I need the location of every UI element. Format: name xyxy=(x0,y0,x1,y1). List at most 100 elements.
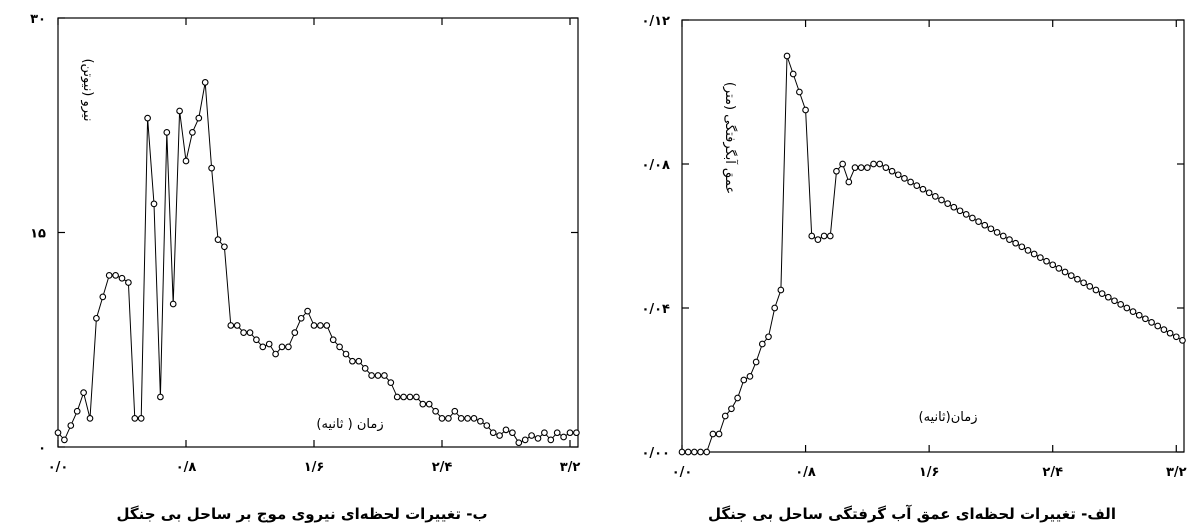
data-point xyxy=(374,372,382,379)
data-point xyxy=(99,293,107,301)
data-point xyxy=(342,350,350,358)
x-tick-label: ۳/۲ xyxy=(560,460,581,475)
data-point xyxy=(857,164,865,171)
data-point xyxy=(1055,265,1063,272)
data-point xyxy=(678,448,686,456)
data-point xyxy=(406,393,414,401)
data-point xyxy=(387,379,395,387)
data-point xyxy=(715,430,723,438)
x-tick-label: ۰/۸ xyxy=(176,460,197,475)
data-point xyxy=(105,272,113,279)
x-tick-label: ۱/۶ xyxy=(919,465,940,480)
data-point xyxy=(425,400,433,408)
figure-caption: ب- تغییرات لحظه‌ای نیروی موج بر ساحل بی … xyxy=(116,505,487,523)
data-point xyxy=(304,307,311,315)
data-point xyxy=(1067,272,1075,279)
data-point xyxy=(1179,337,1186,344)
data-point xyxy=(962,211,970,218)
data-point xyxy=(888,167,896,175)
data-point xyxy=(1074,275,1081,283)
data-point xyxy=(86,415,94,422)
y-tick-label: ۱۵ xyxy=(30,227,46,242)
data-point xyxy=(137,415,145,422)
data-point xyxy=(1037,254,1044,261)
data-point xyxy=(691,448,698,456)
data-point xyxy=(336,343,343,351)
data-point xyxy=(61,436,68,444)
data-point xyxy=(1148,319,1155,326)
force-chart-panel: ۰/۰ ۰/۸ ۱/۶ ۲/۴ ۳/۲ ۰ ۱۵ ۳۰ زمان ( ثانیه) نیرو (ن… xyxy=(30,12,581,523)
data-point xyxy=(703,448,711,456)
data-point xyxy=(826,232,834,240)
data-point xyxy=(1012,239,1019,247)
data-point xyxy=(1111,297,1118,305)
data-point xyxy=(746,373,754,380)
data-point xyxy=(278,343,286,351)
figure-caption: الف- تغییرات لحظه‌ای عمق آب گرفتگی ساحل … xyxy=(708,505,1116,523)
data-point xyxy=(489,429,497,437)
data-point xyxy=(54,429,62,437)
data-point xyxy=(1154,322,1162,330)
data-point xyxy=(876,160,884,168)
data-point xyxy=(265,340,273,348)
data-point xyxy=(938,196,945,204)
y-axis-title: نیرو (نیوتن) xyxy=(80,58,95,121)
data-point xyxy=(323,322,331,329)
data-point xyxy=(783,52,791,60)
data-point xyxy=(361,365,369,372)
data-point xyxy=(144,114,151,122)
data-point xyxy=(1092,286,1100,294)
series-line xyxy=(57,82,577,444)
data-point xyxy=(221,243,228,251)
data-point xyxy=(1086,283,1094,290)
data-point xyxy=(956,207,964,215)
data-point xyxy=(684,448,692,456)
y-axis-title: عمق آبگرفتگی (متر) xyxy=(722,82,739,194)
data-point xyxy=(573,429,580,437)
data-point xyxy=(413,393,420,401)
data-point xyxy=(464,415,471,422)
data-point xyxy=(496,432,503,439)
data-point xyxy=(777,286,785,294)
series-line xyxy=(682,55,1183,453)
data-point xyxy=(259,343,267,351)
data-point xyxy=(709,430,717,438)
data-point xyxy=(1129,308,1137,315)
data-point xyxy=(894,171,902,179)
data-point xyxy=(560,433,567,441)
data-point xyxy=(93,314,100,322)
data-point xyxy=(1030,250,1038,258)
data-point xyxy=(272,350,279,358)
data-point xyxy=(246,329,254,336)
x-tick-label: ۲/۴ xyxy=(432,460,453,475)
data-point xyxy=(80,389,87,397)
data-point xyxy=(1104,293,1112,301)
data-point xyxy=(182,157,190,165)
data-point xyxy=(814,236,822,243)
data-point xyxy=(176,107,183,115)
data-point xyxy=(400,393,407,401)
data-point xyxy=(851,164,859,171)
data-point xyxy=(1098,290,1106,297)
data-point xyxy=(839,160,846,168)
data-point xyxy=(329,336,337,344)
data-point xyxy=(547,436,555,444)
data-point xyxy=(771,304,779,312)
data-point xyxy=(470,415,478,422)
data-point xyxy=(515,439,523,447)
data-point xyxy=(802,106,809,114)
data-point xyxy=(291,329,299,336)
data-point xyxy=(919,185,927,193)
data-point xyxy=(112,272,119,279)
x-tick-label: ۱/۶ xyxy=(304,460,325,475)
data-point xyxy=(981,221,989,229)
data-point xyxy=(419,400,427,408)
data-point xyxy=(833,167,840,175)
data-point xyxy=(195,114,203,122)
data-point xyxy=(521,436,529,444)
data-point xyxy=(1006,236,1013,243)
data-point xyxy=(987,225,995,233)
data-point xyxy=(189,129,196,136)
data-point xyxy=(438,415,446,422)
data-point xyxy=(975,218,982,225)
